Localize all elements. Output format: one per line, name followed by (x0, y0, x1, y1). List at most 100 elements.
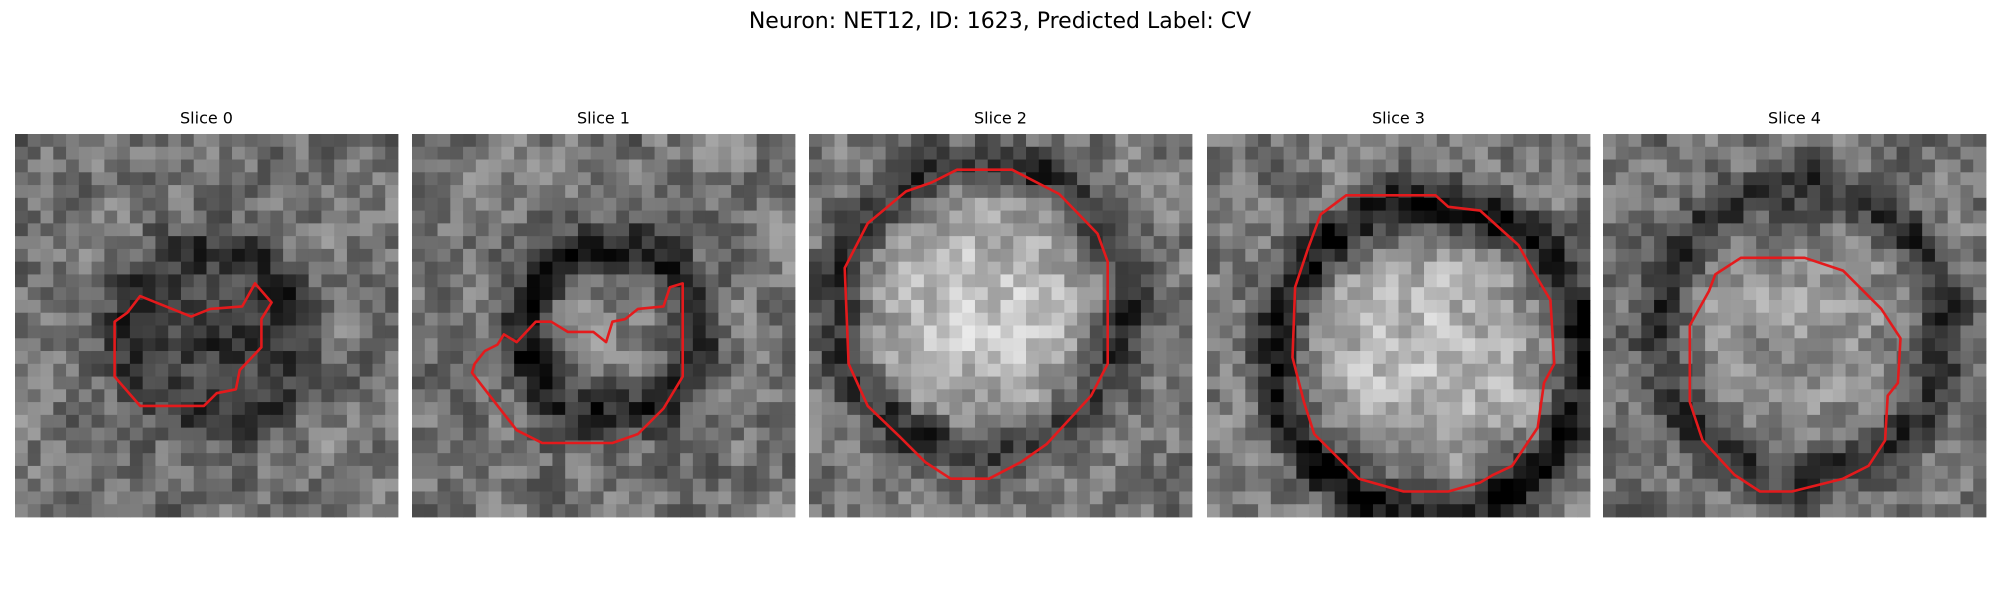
pixel (1258, 287, 1272, 301)
pixel (1398, 427, 1412, 441)
pixel (1051, 414, 1065, 429)
pixel (1372, 427, 1387, 441)
pixel (66, 274, 80, 288)
pixel (1270, 491, 1284, 505)
pixel (603, 491, 617, 505)
pixel (1896, 185, 1910, 199)
pixel (565, 134, 579, 148)
pixel (949, 427, 963, 441)
pixel (1947, 478, 1961, 492)
pixel (1526, 210, 1540, 224)
pixel (1615, 185, 1629, 199)
pixel (1526, 248, 1540, 263)
pixel (641, 376, 655, 390)
pixel (731, 351, 745, 365)
pixel (91, 197, 105, 211)
pixel (1000, 376, 1014, 390)
pixel (1051, 440, 1065, 454)
pixel (936, 197, 950, 211)
pixel (40, 185, 54, 199)
pixel (1500, 261, 1514, 275)
pixel (1615, 312, 1629, 326)
pixel (501, 248, 515, 263)
pixel (334, 248, 348, 263)
pixel (1153, 312, 1167, 326)
pixel (308, 172, 322, 186)
pixel (782, 465, 796, 480)
pixel (1628, 185, 1642, 199)
pixel (1756, 504, 1770, 518)
pixel (514, 146, 528, 160)
pixel (1858, 478, 1872, 492)
pixel (872, 504, 886, 518)
pixel (1743, 172, 1757, 186)
pixel (1207, 414, 1221, 429)
pixel (1947, 491, 1961, 505)
pixel (974, 363, 989, 377)
pixel (1551, 146, 1565, 160)
pixel (244, 376, 258, 390)
pixel (1102, 491, 1116, 505)
pixel (1115, 185, 1129, 199)
pixel (667, 185, 681, 199)
pixel (1538, 299, 1553, 314)
pixel (424, 440, 438, 454)
pixel (962, 172, 976, 186)
pixel (501, 351, 515, 365)
pixel (962, 453, 976, 467)
pixel (1462, 504, 1476, 518)
pixel (565, 402, 579, 416)
pixel (1820, 210, 1834, 224)
pixel (667, 223, 681, 237)
pixel (1309, 261, 1323, 275)
pixel (1270, 312, 1284, 326)
pixel (885, 338, 899, 352)
pixel (1115, 223, 1129, 237)
pixel (577, 134, 592, 148)
pixel (629, 146, 643, 160)
contour (1291, 194, 1556, 493)
pixel (1883, 427, 1898, 441)
pixel (1411, 338, 1425, 352)
pixel (1179, 402, 1193, 416)
pixel (743, 338, 758, 352)
pixel (1179, 134, 1193, 148)
pixel (974, 236, 989, 250)
pixel (1768, 299, 1783, 314)
pixel (91, 274, 105, 288)
pixel (962, 287, 976, 301)
pixel (923, 504, 938, 518)
pixel (1603, 274, 1617, 288)
pixel (769, 236, 783, 250)
pixel (629, 453, 643, 467)
pixel (463, 274, 477, 288)
pixel (603, 351, 617, 365)
pixel (1475, 236, 1489, 250)
pixel (346, 363, 361, 377)
pixel (1166, 159, 1180, 173)
pixel (1424, 325, 1438, 339)
pixel (270, 197, 284, 211)
pixel (40, 197, 54, 211)
pixel (40, 248, 54, 263)
pixel (1347, 261, 1361, 275)
pixel (949, 363, 963, 377)
pixel (1321, 414, 1336, 429)
pixel (885, 299, 899, 314)
pixel (475, 287, 489, 301)
pixel (1666, 414, 1680, 429)
pixel (1871, 325, 1885, 339)
pixel (872, 146, 886, 160)
pixel (962, 299, 976, 314)
pixel (974, 427, 989, 441)
pixel (731, 414, 745, 429)
pixel (1038, 414, 1052, 429)
pixel (872, 172, 886, 186)
pixel (962, 402, 976, 416)
pixel (590, 299, 604, 314)
pixel (1064, 159, 1078, 173)
pixel (1807, 134, 1821, 148)
pixel (756, 172, 770, 186)
pixel (1360, 236, 1374, 250)
pixel (91, 172, 105, 186)
